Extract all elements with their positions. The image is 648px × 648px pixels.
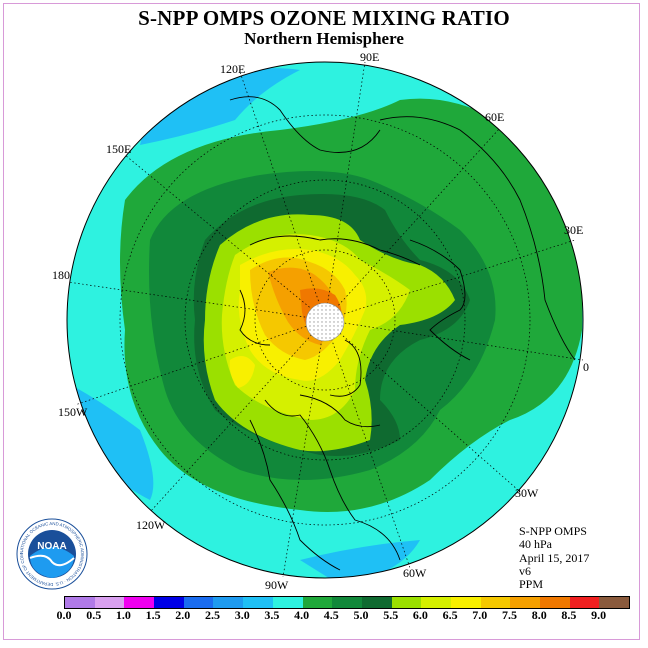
lon-label-30w: 30W: [515, 486, 539, 500]
legend-tick-label: 0.5: [86, 608, 102, 622]
legend-swatch: [154, 597, 184, 608]
coast-siberia: [249, 235, 421, 266]
legend-swatch: [332, 597, 362, 608]
coast-scandinavia: [409, 239, 471, 361]
color-legend-bar: [64, 596, 631, 609]
legend-swatch: [480, 597, 511, 608]
meridian-150e: [124, 154, 326, 321]
noaa-logo-text: NOAA: [37, 541, 66, 552]
map-border: [66, 61, 584, 579]
legend-swatch: [272, 597, 303, 608]
legend-swatch: [361, 597, 392, 608]
legend-tick-label: 7.0: [472, 608, 488, 622]
legend-tick-label: 5.5: [383, 608, 399, 622]
field-patch-6.5-b: [229, 356, 255, 388]
field-patch-3.0-bottom: [300, 540, 420, 578]
polar-night-mask: [305, 302, 345, 342]
coast-hudson: [299, 394, 381, 428]
lon-label-120e: 120E: [220, 62, 246, 76]
legend-tick-label: 0.0: [56, 608, 72, 622]
legend-swatch: [569, 597, 600, 608]
coast-asia-east: [229, 96, 381, 153]
map-title: S-NPP OMPS OZONE MIXING RATIO: [138, 6, 510, 30]
legend-tick-label: 4.5: [323, 608, 339, 622]
coast-greenland: [329, 339, 362, 397]
legend-swatch: [65, 597, 95, 608]
info-instrument: S-NPP OMPS: [519, 524, 587, 538]
meridian-90w: [282, 319, 326, 578]
coastlines: [229, 96, 576, 571]
lon-label-150w: 150W: [58, 405, 88, 419]
legend-swatch: [124, 597, 155, 608]
legend-swatch: [243, 597, 273, 608]
legend-swatch: [421, 597, 451, 608]
coast-north-america-west: [249, 419, 341, 571]
map-subtitle: Northern Hemisphere: [244, 29, 404, 48]
lon-label-120w: 120W: [136, 518, 166, 532]
info-pressure: 40 hPa: [519, 537, 552, 552]
lon-label-90e: 90E: [360, 50, 380, 64]
meridian-150w: [74, 319, 326, 406]
legend-tick-label: 1.5: [145, 608, 161, 622]
legend-swatch: [450, 597, 481, 608]
lon-label-0: 0: [583, 360, 589, 374]
lon-label-60e: 60E: [485, 110, 505, 124]
legend-swatch: [599, 597, 630, 608]
latitude-circle-70: [254, 249, 396, 391]
legend-tick-label: 6.5: [442, 608, 458, 622]
graticule: [67, 61, 584, 578]
info-date: April 15, 2017: [519, 550, 590, 565]
meridian-120w: [149, 319, 326, 513]
coast-north-america-east: [264, 399, 401, 561]
info-units: PPM: [519, 577, 544, 592]
legend-swatch: [213, 597, 244, 608]
legend-swatch: [510, 597, 540, 608]
lon-label-90w: 90W: [265, 578, 289, 592]
legend-tick-label: 9.0: [591, 608, 607, 622]
meridian-60e: [324, 127, 501, 321]
legend-tick-label: 5.0: [353, 608, 369, 622]
noaa-logo: NOAA NATIONAL OCEANIC AND ATMOSPHERIC AD…: [16, 518, 88, 590]
coast-africa-europe: [379, 116, 576, 361]
legend-tick-label: 1.0: [115, 608, 131, 622]
legend-tick-label: 7.5: [502, 608, 517, 622]
legend-tick-label: 3.5: [264, 608, 280, 622]
legend-swatch: [302, 597, 333, 608]
product-info: S-NPP OMPS 40 hPa April 15, 2017 v6 PPM: [519, 524, 590, 592]
field-patch-3.0-top: [140, 68, 300, 145]
lon-label-180: 180: [52, 268, 70, 282]
legend-tick-label: 3.0: [234, 608, 250, 622]
latitude-circle-50: [184, 179, 466, 461]
lon-label-150e: 150E: [106, 142, 132, 156]
coast-alaska: [239, 289, 271, 346]
legend-swatch: [183, 597, 214, 608]
info-version: v6: [519, 563, 531, 578]
meridian-180: [67, 281, 326, 321]
legend-tick-label: 8.0: [531, 608, 547, 622]
legend-swatch: [94, 597, 125, 608]
legend-tick-label: 2.5: [205, 608, 220, 622]
figure-frame: [3, 3, 640, 640]
legend-swatch: [391, 597, 422, 608]
legend-tick-label: 8.5: [561, 608, 577, 622]
legend-tick-label: 6.0: [412, 608, 428, 622]
meridian-30w: [324, 319, 519, 491]
lon-label-60w: 60W: [403, 566, 427, 580]
field-patch-3.0-left: [67, 380, 154, 500]
legend-swatch: [540, 597, 570, 608]
legend-tick-label: 4.0: [294, 608, 310, 622]
legend-tick-label: 2.0: [175, 608, 191, 622]
lon-label-30e: 30E: [564, 223, 584, 237]
latitude-circle-30: [119, 114, 531, 526]
